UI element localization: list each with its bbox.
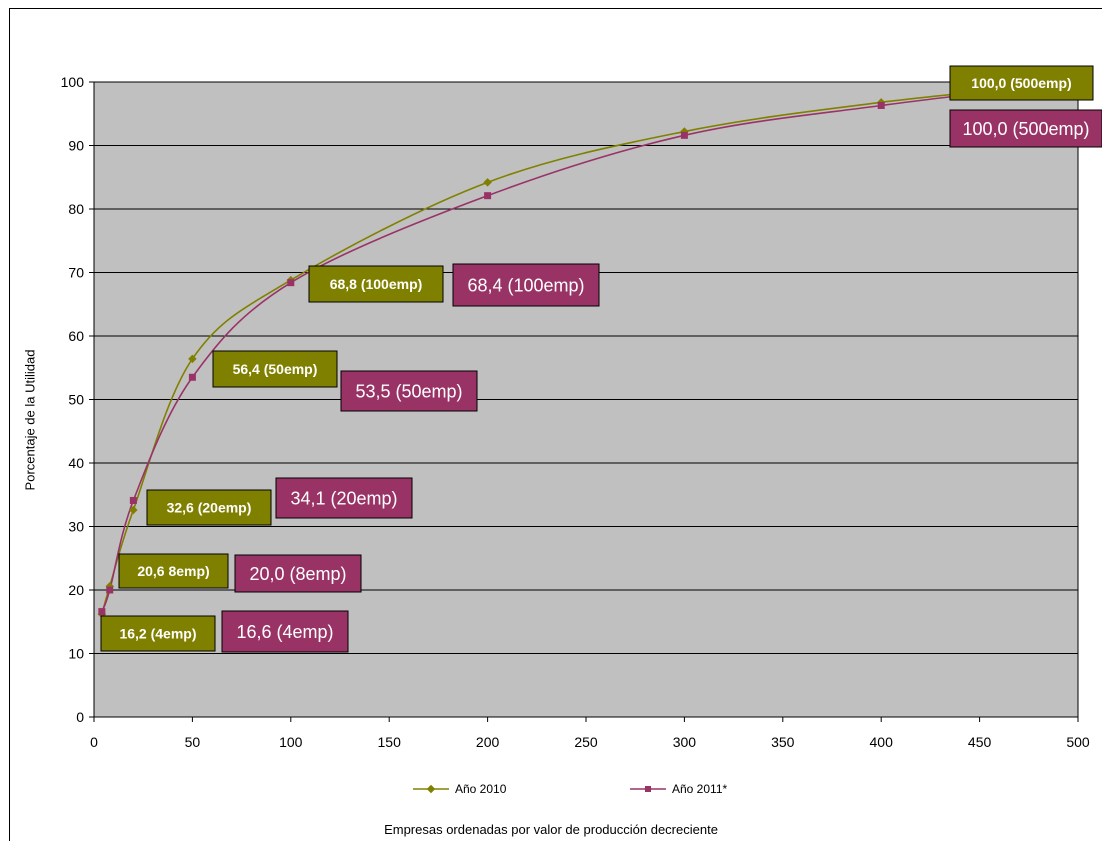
data-label-box [275, 477, 413, 519]
x-axis-label: Empresas ordenadas por valor de producci… [384, 822, 718, 837]
marker-square [188, 373, 196, 381]
data-label-text: 16,2 (4emp) [119, 626, 196, 642]
data-label-text: 68,8 (100emp) [330, 276, 423, 292]
marker-diamond [483, 178, 492, 187]
data-label-box [212, 350, 338, 388]
marker-square [484, 192, 492, 200]
axes: 0 10 20 30 40 50 60 70 80 90 100 0 50 100 150 200 250 300… [61, 74, 1090, 750]
chart-frame [9, 8, 1102, 841]
data-label-text: 68,4 (100emp) [467, 275, 584, 295]
y-tick-label: 40 [68, 455, 84, 471]
y-axis-label: Porcentaje de la Utilidad [22, 349, 38, 491]
series-line-1 [101, 81, 1079, 612]
legend-swatch-2011 [630, 786, 666, 792]
marker-square [287, 279, 295, 287]
data-label-box [234, 554, 362, 593]
data-label-box [340, 370, 478, 412]
x-tick-label: 400 [870, 734, 894, 750]
x-tick-label: 150 [378, 734, 402, 750]
data-label-text: 53,5 (50emp) [355, 381, 462, 401]
y-tick-label: 30 [68, 519, 84, 535]
marker-square [680, 131, 688, 139]
y-tick-label: 70 [68, 265, 84, 281]
marker-square [877, 101, 885, 109]
y-tick-label: 80 [68, 201, 84, 217]
data-label-text: 100,0 (500emp) [962, 119, 1089, 139]
data-label-box [308, 265, 444, 303]
legend-item-2011: Año 2011* [630, 782, 727, 796]
data-label-box [949, 65, 1094, 101]
data-labels: 16,2 (4emp) 20,6 8emp) 32,6 (20emp) 56,4 (5… [100, 65, 1102, 653]
x-tick-label: 500 [1066, 734, 1090, 750]
legend-label-2010: Año 2010 [455, 782, 507, 796]
marker-square [129, 496, 137, 504]
y-tick-label: 20 [68, 582, 84, 598]
data-label-box [221, 610, 349, 653]
data-label-box [452, 263, 600, 307]
series-line-0 [101, 81, 1079, 615]
x-tick-label: 350 [771, 734, 795, 750]
data-label-box [100, 615, 216, 652]
y-tick-label: 0 [76, 709, 84, 725]
y-tick-label: 90 [68, 138, 84, 154]
legend-swatch-2010 [413, 784, 449, 794]
data-label-text: 20,0 (8emp) [249, 564, 346, 584]
y-tick-label: 10 [68, 646, 84, 662]
marker-square [106, 586, 114, 594]
series-lines [101, 81, 1079, 615]
y-tick-label: 60 [68, 328, 84, 344]
y-tick-label: 100 [61, 74, 85, 90]
x-tick-label: 200 [476, 734, 500, 750]
data-label-text: 56,4 (50emp) [233, 361, 318, 377]
x-tick-label: 300 [673, 734, 697, 750]
data-label-text: 16,6 (4emp) [236, 622, 333, 642]
y-tick-label: 50 [68, 392, 84, 408]
x-tick-label: 100 [279, 734, 303, 750]
data-label-text: 32,6 (20emp) [167, 500, 252, 516]
data-label-text: 20,6 8emp) [137, 563, 209, 579]
data-label-text: 34,1 (20emp) [290, 488, 397, 508]
x-tick-label: 450 [968, 734, 992, 750]
data-label-box [118, 553, 229, 589]
x-tick-label: 250 [574, 734, 598, 750]
x-tick-label: 0 [90, 734, 98, 750]
marker-square [98, 608, 106, 616]
marker-diamond [188, 354, 197, 364]
legend-item-2010: Año 2010 [413, 782, 506, 796]
data-label-box [949, 109, 1102, 148]
data-label-box [146, 489, 272, 526]
legend-label-2011: Año 2011* [672, 782, 728, 796]
x-tick-label: 50 [185, 734, 201, 750]
data-label-text: 100,0 (500emp) [971, 75, 1071, 91]
